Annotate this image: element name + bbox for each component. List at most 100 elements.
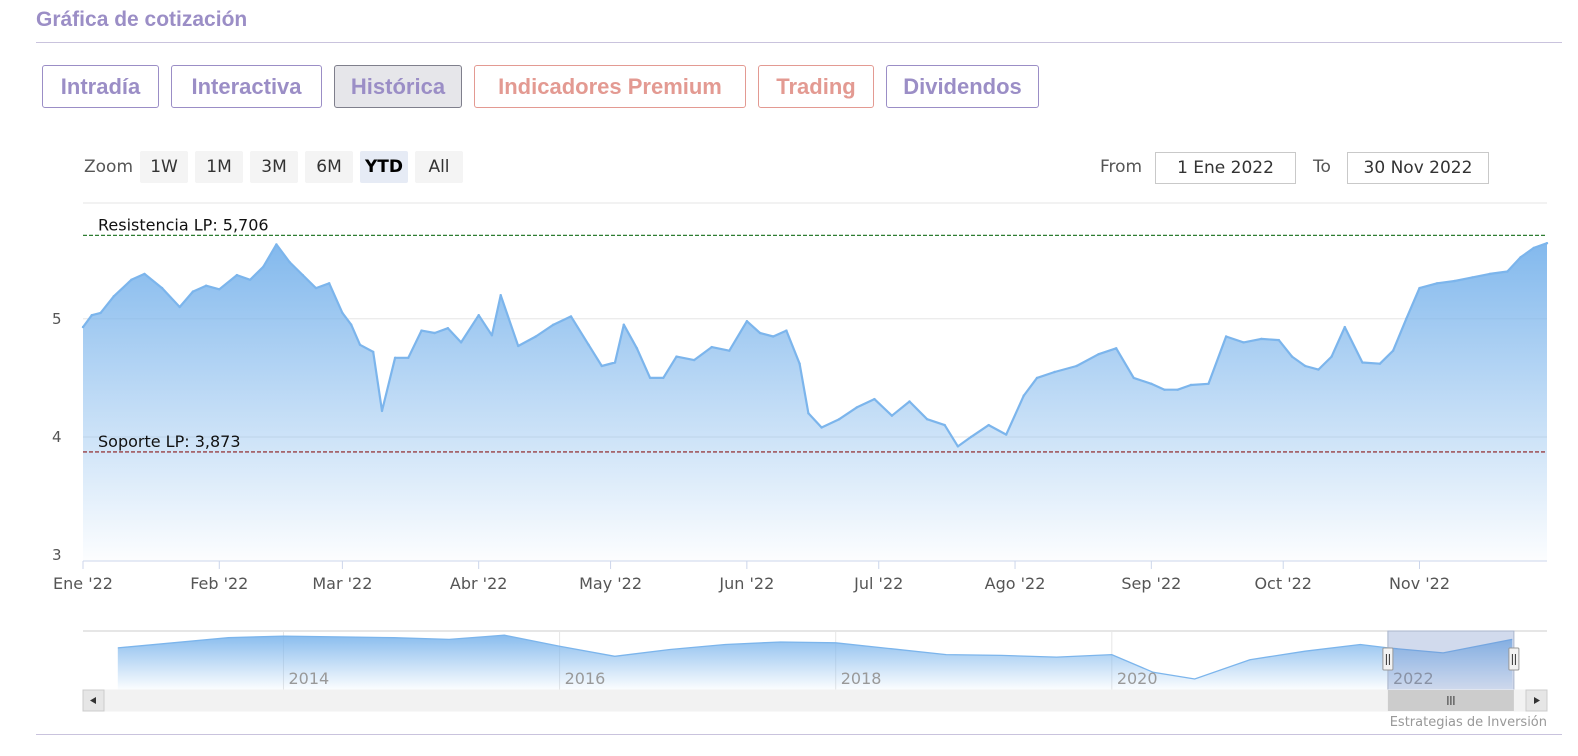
y-tick-label: 4 [52, 428, 62, 446]
series-point [459, 341, 463, 344]
series-point [569, 315, 573, 318]
tab-dividendos[interactable]: Dividendos [886, 65, 1039, 108]
series-point [314, 286, 318, 290]
x-tick-label: Ago '22 [985, 574, 1046, 593]
range-from-label: From [1100, 157, 1143, 177]
series-point [675, 355, 678, 358]
series-point [1361, 361, 1364, 364]
tab-trading[interactable]: Trading [758, 65, 874, 108]
series-point [820, 426, 823, 429]
series-point [1304, 364, 1307, 368]
series-point [275, 243, 278, 246]
zoom-button-all[interactable]: All [415, 151, 463, 183]
series-point [499, 294, 502, 297]
series-point [758, 331, 762, 335]
series-point [855, 406, 858, 409]
series-point [635, 347, 639, 350]
x-tick-label: Ene '22 [53, 574, 113, 593]
navigator-handle-left[interactable] [1382, 647, 1394, 671]
series-point [1330, 355, 1333, 358]
series-point [1115, 347, 1118, 350]
series-point [1532, 246, 1536, 250]
zoom-button-ytd[interactable]: YTD [360, 151, 408, 183]
series-point [301, 273, 304, 277]
series-point [1150, 382, 1153, 385]
series-point [890, 414, 894, 417]
annotation-label: Resistencia LP: 5,706 [98, 215, 269, 234]
tab-historica[interactable]: Histórica [334, 65, 462, 108]
series-point [262, 265, 265, 268]
range-from-input[interactable]: 1 Ene 2022 [1155, 152, 1296, 184]
series-point [1242, 341, 1245, 344]
series-point [372, 350, 375, 354]
navigator-area-fill [117, 635, 1513, 690]
series-point [1405, 317, 1408, 320]
range-to-label: To [1313, 157, 1331, 177]
series-area-fill [83, 243, 1547, 561]
series-point [341, 311, 344, 315]
x-tick-label: Abr '22 [450, 574, 508, 593]
series-point [99, 311, 102, 315]
series-point [956, 445, 960, 448]
scrollbar-grip-icon [1447, 696, 1455, 705]
series-point [587, 343, 590, 346]
zoom-label: Zoom [84, 157, 134, 177]
series-point [143, 272, 146, 276]
series-point [1506, 270, 1509, 273]
arrow-left-icon [90, 697, 96, 704]
series-point [178, 305, 181, 309]
series-point [613, 361, 617, 364]
series-point [943, 423, 946, 427]
series-point [204, 284, 208, 287]
series-point [358, 343, 362, 346]
series-point [446, 327, 450, 330]
series-point [1053, 370, 1056, 374]
navigator-selection[interactable] [1387, 630, 1515, 691]
navigator-handle-right[interactable] [1508, 647, 1520, 671]
zoom-button-6m[interactable]: 6M [305, 151, 353, 183]
zoom-button-1w[interactable]: 1W [140, 151, 188, 183]
series-point [662, 376, 665, 380]
navigator-year-label: 2018 [841, 669, 882, 688]
arrow-right-icon [1534, 697, 1540, 704]
zoom-button-1m[interactable]: 1M [195, 151, 243, 183]
x-tick-label: Mar '22 [312, 574, 372, 593]
series-point [1163, 388, 1166, 391]
series-point [1189, 383, 1193, 387]
series-point [728, 349, 731, 352]
navigator-year-label: 2016 [565, 669, 606, 688]
series-point [785, 329, 788, 332]
series-point [380, 409, 384, 413]
series-point [745, 320, 749, 323]
tab-indicadores-premium[interactable]: Indicadores Premium [474, 65, 746, 108]
series-point [1488, 272, 1492, 276]
series-point [534, 335, 537, 338]
series-point [1075, 364, 1078, 368]
series-point [1317, 368, 1320, 371]
series-point [1022, 394, 1025, 397]
series-point [1453, 279, 1456, 283]
series-point [873, 397, 876, 401]
series-point [407, 356, 410, 359]
series-point [130, 278, 133, 281]
series-point [838, 418, 841, 421]
zoom-button-3m[interactable]: 3M [250, 151, 298, 183]
series-point [1391, 349, 1395, 352]
tab-intradia[interactable]: Intradía [42, 65, 159, 108]
series-point [433, 331, 436, 335]
x-tick-label: Jun '22 [718, 574, 774, 593]
series-point [81, 325, 85, 329]
series-point [328, 282, 331, 285]
series-point [1435, 282, 1439, 285]
range-to-input[interactable]: 30 Nov 2022 [1347, 152, 1489, 184]
tab-interactiva[interactable]: Interactiva [171, 65, 322, 108]
series-point [288, 260, 291, 264]
scrollbar-track[interactable] [82, 689, 1548, 712]
series-point [622, 323, 625, 326]
series-point [160, 286, 164, 290]
navigator-year-label: 2014 [288, 669, 329, 688]
x-tick-label: Jul '22 [853, 574, 903, 593]
series-point [490, 334, 494, 337]
bottom-divider [36, 734, 1562, 735]
series-point [350, 323, 353, 326]
